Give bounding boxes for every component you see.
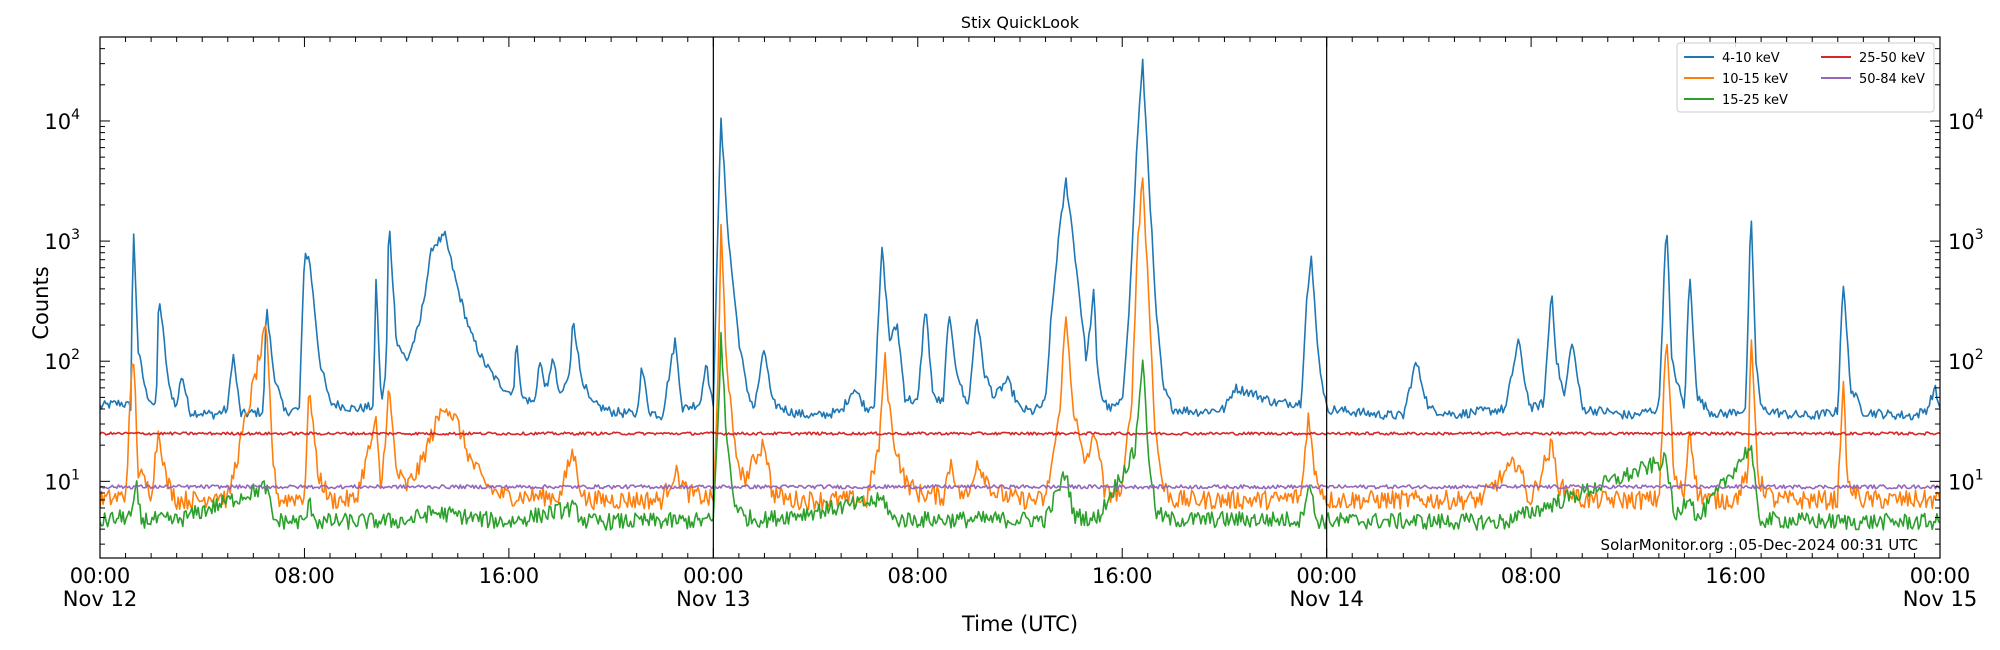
series-line xyxy=(100,431,1940,436)
y-tick-label: 104 xyxy=(1948,107,1984,134)
legend-label: 15-25 keV xyxy=(1722,93,1788,108)
legend-label: 10-15 keV xyxy=(1722,72,1788,87)
y-axis: 101 101 102 102 103 103 104 104 xyxy=(44,36,1984,545)
series-line xyxy=(100,484,1940,490)
y-tick-label: 102 xyxy=(1948,347,1984,374)
series-group xyxy=(100,58,1940,531)
series-line xyxy=(100,331,1940,531)
series-line xyxy=(100,177,1940,511)
x-tick-date-label: Nov 15 xyxy=(1903,587,1977,611)
x-tick-label: 00:00 xyxy=(1296,564,1357,588)
y-tick-label: 101 xyxy=(1948,467,1984,494)
x-tick-label: 08:00 xyxy=(888,564,949,588)
y-tick-label: 102 xyxy=(44,347,80,374)
chart-title: Stix QuickLook xyxy=(961,13,1080,32)
legend-label: 4-10 keV xyxy=(1722,51,1780,66)
x-axis-label: Time (UTC) xyxy=(961,612,1078,636)
legend-box xyxy=(1676,42,1935,113)
y-tick-label: 104 xyxy=(44,107,80,134)
x-tick-label: 08:00 xyxy=(274,564,335,588)
credit-text: SolarMonitor.org : 05-Dec-2024 00:31 UTC xyxy=(1601,536,1918,554)
series-line xyxy=(100,58,1940,421)
x-tick-label: 16:00 xyxy=(479,564,540,588)
x-tick-label: 16:00 xyxy=(1092,564,1153,588)
y-tick-label: 103 xyxy=(1948,227,1984,254)
legend-label: 50-84 keV xyxy=(1859,72,1925,87)
x-tick-label: 16:00 xyxy=(1705,564,1766,588)
x-tick-date-label: Nov 14 xyxy=(1289,587,1363,611)
legend-label: 25-50 keV xyxy=(1859,51,1925,66)
x-tick-label: 00:00 xyxy=(683,564,744,588)
day-boundary-group xyxy=(712,37,1328,558)
x-tick-date-label: Nov 13 xyxy=(676,587,750,611)
x-tick-date-label: Nov 12 xyxy=(63,587,137,611)
x-tick-label: 00:00 xyxy=(70,564,131,588)
legend: 4-10 keV 10-15 keV 15-25 keV 25-50 keV 50-84… xyxy=(1676,42,1935,113)
x-tick-label: 00:00 xyxy=(1910,564,1971,588)
x-tick-label: 08:00 xyxy=(1501,564,1562,588)
y-axis-label: Counts xyxy=(29,266,53,339)
y-tick-label: 101 xyxy=(44,467,80,494)
y-tick-label: 103 xyxy=(44,227,80,254)
plot-frame xyxy=(99,36,1941,559)
